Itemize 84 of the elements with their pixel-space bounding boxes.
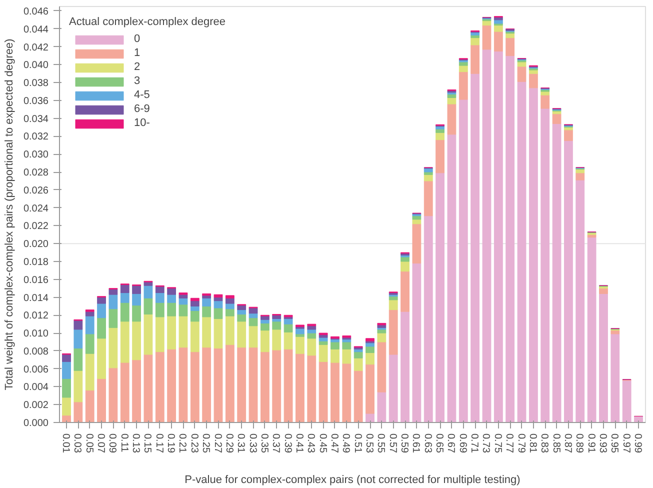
- x-tick-label: 0.45: [316, 434, 328, 454]
- legend-label: 4-5: [134, 89, 151, 101]
- x-tick-label: 0.27: [212, 434, 223, 454]
- x-tick-label: 0.41: [293, 434, 304, 454]
- y-tick-label: 0.030: [23, 150, 49, 161]
- x-tick-label: 0.51: [352, 434, 363, 454]
- legend-label: 10-: [134, 117, 151, 129]
- x-tick-label: 0.37: [270, 434, 282, 454]
- x-tick-label: 0.91: [585, 434, 596, 454]
- x-tick-label: 0.11: [118, 434, 130, 453]
- y-tick-label: 0.036: [23, 96, 49, 107]
- y-tick-label: 0.018: [23, 256, 49, 268]
- x-tick-label: 0.59: [398, 434, 410, 454]
- x-tick-label: 0.95: [608, 434, 620, 454]
- x-tick-label: 0.81: [526, 434, 538, 454]
- legend-label: 6-9: [134, 103, 151, 115]
- x-tick-label: 0.85: [550, 434, 562, 454]
- y-tick-label: 0.020: [23, 239, 49, 250]
- x-tick-label: 0.99: [632, 434, 643, 454]
- x-tick-label: 0.13: [130, 434, 142, 454]
- x-tick-label: 0.23: [188, 434, 200, 454]
- x-tick-label: 0.01: [60, 434, 72, 454]
- x-tick-label: 0.79: [515, 434, 526, 454]
- y-tick-label: 0.034: [23, 114, 49, 125]
- x-tick-label: 0.97: [620, 434, 632, 454]
- x-tick-label: 0.57: [386, 434, 398, 454]
- y-tick-label: 0.042: [23, 42, 49, 54]
- x-tick-label: 0.55: [375, 434, 386, 454]
- y-tick-label: 0.038: [23, 78, 49, 90]
- x-tick-label: 0.35: [258, 434, 270, 454]
- legend-label: 0: [134, 33, 142, 45]
- x-tick-label: 0.31: [235, 434, 246, 454]
- y-tick-label: 0.014: [23, 292, 49, 304]
- y-tick-label: 0.022: [23, 221, 49, 232]
- y-tick-label: 0.024: [23, 203, 49, 214]
- x-tick-label: 0.49: [340, 434, 352, 454]
- legend-title: Actual complex-complex degree: [69, 16, 226, 28]
- x-axis-title: P-value for complex-complex pairs (not corrected for multiple testing): [184, 474, 520, 486]
- x-tick-label: 0.29: [223, 434, 234, 454]
- y-tick-label: 0.002: [23, 400, 49, 412]
- y-tick-label: 0.010: [23, 328, 49, 340]
- y-axis-title: Total weight of complex-complex pairs (proportional to expected degree): [3, 38, 16, 390]
- y-tick-label: 0.000: [23, 418, 49, 429]
- y-tick-label: 0.032: [23, 132, 49, 143]
- x-tick-label: 0.89: [574, 434, 585, 454]
- x-tick-label: 0.25: [200, 434, 212, 454]
- x-tick-label: 0.67: [445, 434, 456, 454]
- y-tick-label: 0.012: [23, 310, 49, 322]
- y-tick-label: 0.016: [23, 274, 49, 286]
- x-tick-label: 0.07: [95, 434, 106, 454]
- x-tick-label: 0.47: [328, 434, 340, 454]
- x-tick-label: 0.09: [106, 434, 118, 454]
- y-tick-label: 0.046: [23, 6, 49, 18]
- y-tick-label: 0.028: [23, 168, 49, 179]
- x-tick-label: 0.39: [282, 434, 293, 454]
- y-tick-label: 0.044: [23, 24, 49, 36]
- x-tick-label: 0.75: [492, 434, 503, 454]
- x-tick-label: 0.69: [456, 434, 468, 454]
- x-tick-label: 0.05: [83, 434, 94, 454]
- x-tick-label: 0.71: [468, 434, 480, 454]
- x-tick-label: 0.53: [364, 434, 375, 454]
- x-tick-label: 0.83: [538, 434, 550, 454]
- x-tick-label: 0.63: [422, 434, 433, 454]
- x-tick-label: 0.77: [504, 434, 515, 454]
- x-tick-label: 0.87: [562, 434, 573, 454]
- x-tick-label: 0.93: [596, 434, 608, 454]
- y-tick-label: 0.040: [23, 60, 49, 72]
- x-tick-label: 0.15: [142, 434, 153, 454]
- x-tick-label: 0.33: [246, 434, 258, 454]
- x-tick-label: 0.19: [165, 434, 176, 454]
- x-tick-label: 0.17: [153, 434, 164, 454]
- x-tick-label: 0.43: [305, 434, 316, 454]
- legend-label: 1: [134, 47, 142, 59]
- x-tick-label: 0.21: [176, 434, 188, 454]
- x-tick-label: 0.73: [480, 434, 492, 454]
- x-tick-label: 0.03: [72, 434, 83, 454]
- x-tick-label: 0.61: [410, 434, 422, 454]
- legend-label: 3: [134, 75, 142, 87]
- y-tick-label: 0.008: [23, 346, 49, 358]
- y-tick-label: 0.006: [23, 364, 49, 376]
- y-tick-label: 0.026: [23, 185, 49, 196]
- y-tick-label: 0.004: [23, 382, 49, 394]
- x-tick-label: 0.65: [434, 434, 445, 454]
- legend-label: 2: [134, 61, 142, 73]
